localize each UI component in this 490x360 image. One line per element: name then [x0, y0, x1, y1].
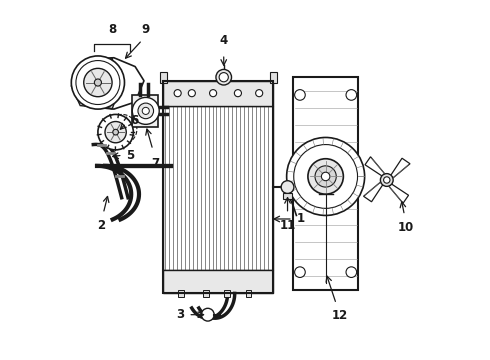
Bar: [270, 72, 277, 82]
Circle shape: [132, 98, 159, 124]
Text: 8: 8: [108, 23, 116, 36]
Circle shape: [234, 90, 242, 97]
Text: 11: 11: [279, 219, 295, 232]
Circle shape: [201, 308, 214, 321]
Circle shape: [113, 129, 119, 135]
Circle shape: [294, 90, 305, 100]
Circle shape: [216, 69, 232, 85]
Bar: [132, 95, 158, 127]
Bar: [164, 105, 273, 270]
Circle shape: [281, 181, 294, 193]
Polygon shape: [365, 157, 384, 176]
Text: 9: 9: [142, 23, 150, 36]
Text: 7: 7: [151, 157, 160, 170]
Circle shape: [315, 166, 336, 187]
Circle shape: [105, 122, 126, 143]
Circle shape: [72, 56, 124, 109]
Circle shape: [346, 267, 357, 278]
Circle shape: [294, 267, 305, 278]
Circle shape: [384, 177, 390, 183]
Circle shape: [84, 68, 112, 97]
Circle shape: [287, 138, 365, 215]
Text: 6: 6: [130, 114, 138, 127]
Text: 3: 3: [176, 308, 185, 321]
Circle shape: [294, 145, 358, 208]
Circle shape: [210, 90, 217, 97]
Bar: [245, 290, 251, 297]
Text: 12: 12: [332, 309, 348, 322]
Polygon shape: [389, 184, 409, 203]
Circle shape: [380, 174, 393, 186]
Polygon shape: [391, 158, 410, 177]
Bar: [283, 193, 292, 199]
Circle shape: [346, 90, 357, 100]
Circle shape: [76, 60, 120, 104]
Bar: [293, 77, 358, 290]
Text: 2: 2: [98, 219, 105, 232]
Text: 1: 1: [296, 212, 304, 225]
Circle shape: [98, 114, 133, 150]
Circle shape: [256, 90, 263, 97]
Circle shape: [219, 73, 228, 82]
Circle shape: [138, 103, 153, 119]
Circle shape: [321, 172, 330, 181]
Bar: [178, 290, 184, 297]
Circle shape: [308, 159, 343, 194]
Text: 4: 4: [220, 34, 228, 47]
Bar: [224, 290, 230, 297]
Bar: [160, 72, 167, 82]
Circle shape: [95, 79, 101, 86]
Circle shape: [188, 90, 196, 97]
Bar: [164, 81, 273, 293]
Polygon shape: [364, 183, 383, 202]
Bar: [203, 290, 209, 297]
Bar: [164, 270, 273, 293]
Bar: [220, 73, 228, 82]
Circle shape: [174, 90, 181, 97]
Text: 10: 10: [398, 221, 415, 234]
Text: 5: 5: [126, 149, 135, 162]
Bar: [164, 81, 273, 105]
Circle shape: [142, 107, 149, 114]
